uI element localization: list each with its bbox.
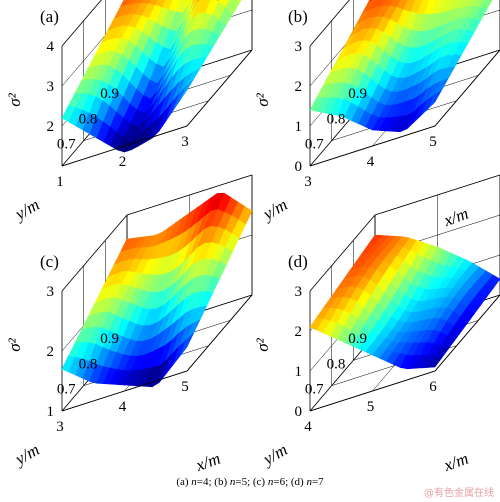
- surface-plot-figure: 2341230.70.80.9σ²x/my/m(a)01233450.70.80…: [5, 0, 500, 476]
- x-tick-label: 4: [367, 154, 375, 170]
- y-tick-label: 0.8: [79, 356, 98, 372]
- caption-d: (d) n=7: [290, 476, 324, 488]
- x-tick-label: 4: [304, 419, 312, 435]
- z-tick-label: 1: [47, 404, 55, 420]
- z-tick-label: 0: [295, 159, 303, 175]
- panel-b: 0 1 2 3 3 4 5 0.70.80.9 σ² x/m y/m (b): [253, 0, 500, 230]
- caption-b: (b) n=5;: [214, 476, 253, 488]
- z-tick-label: 2: [47, 344, 55, 360]
- x-tick-label: 5: [429, 134, 437, 150]
- surface-patch: [427, 90, 442, 109]
- y-tick-label: 0.9: [100, 331, 119, 347]
- y-tick-label: 0.7: [305, 137, 324, 153]
- z-tick-label: 3: [47, 284, 55, 300]
- box-edge: [61, 125, 188, 167]
- panel-label: (b): [288, 7, 308, 26]
- surface: [61, 0, 242, 153]
- z-tick-label: 3: [47, 79, 55, 95]
- z-tick-label: 1: [295, 119, 303, 135]
- z-tick-label: 2: [47, 119, 55, 135]
- surface: [309, 0, 493, 133]
- z-axis-label: σ²: [253, 337, 272, 351]
- x-tick-label: 3: [304, 174, 312, 190]
- box-edge: [309, 370, 436, 412]
- z-tick-label: 3: [295, 39, 303, 55]
- y-tick-label: 0.9: [100, 86, 119, 102]
- x-tick-label: 2: [119, 154, 127, 170]
- y-axis-label: y/m: [258, 440, 290, 470]
- y-tick-label: 0.8: [327, 356, 346, 372]
- z-tick-label: 2: [295, 324, 303, 340]
- x-axis-label: x/m: [440, 204, 471, 231]
- z-axis-label: σ²: [5, 337, 24, 351]
- box-edge: [186, 294, 253, 372]
- caption-a: (a) n=4;: [176, 476, 215, 488]
- x-tick-label: 6: [429, 379, 437, 395]
- surface-patch: [427, 356, 443, 368]
- y-axis-label: y/m: [10, 195, 42, 225]
- z-tick-label: 2: [295, 79, 303, 95]
- box-edge: [434, 49, 500, 127]
- y-tick-label: 0.7: [57, 382, 76, 398]
- z-axis-label: σ²: [253, 92, 272, 106]
- panel-d: 0 1 2 3 4 5 6 0.70.80.9 σ² x/m y/m (d): [253, 174, 500, 476]
- x-tick-label: 5: [181, 379, 189, 395]
- z-tick-label: 3: [295, 284, 303, 300]
- x-tick-label: 1: [56, 174, 64, 190]
- x-tick-label: 4: [119, 399, 127, 415]
- panel-label: (c): [40, 252, 59, 271]
- x-tick-label: 3: [56, 419, 64, 435]
- y-tick-label: 0.7: [57, 137, 76, 153]
- x-tick-label: 5: [367, 399, 375, 415]
- y-tick-label: 0.8: [79, 111, 98, 127]
- surface-patch: [197, 0, 201, 4]
- panel-label: (d): [288, 252, 308, 271]
- z-tick-label: 0: [295, 404, 303, 420]
- y-axis-label: y/m: [10, 440, 42, 470]
- z-tick-label: 1: [295, 364, 303, 380]
- z-tick-label: 4: [47, 39, 55, 55]
- panel-c: 1 2 3 3 4 5 0.70.80.9 σ² x/m y/m (c): [5, 174, 253, 476]
- box-edge: [61, 370, 188, 412]
- x-axis-label: x/m: [440, 449, 471, 476]
- surface: [309, 234, 500, 370]
- z-axis-label: σ²: [5, 92, 24, 106]
- y-tick-label: 0.9: [348, 86, 367, 102]
- box-edge: [309, 125, 436, 167]
- surface-patch: [179, 78, 194, 101]
- surface-patch: [179, 333, 194, 357]
- figure-caption: (a) n=4; (b) n=5; (c) n=6; (d) n=7: [0, 476, 500, 488]
- surface: [61, 192, 253, 388]
- caption-c: (c) n=6;: [252, 476, 291, 488]
- watermark: @有色金属在线: [424, 488, 494, 499]
- x-axis-label: x/m: [192, 449, 223, 476]
- panel-label: (a): [40, 7, 59, 26]
- y-tick-label: 0.7: [305, 382, 324, 398]
- x-tick-label: 3: [181, 134, 189, 150]
- box-edge: [434, 294, 500, 372]
- y-tick-label: 0.8: [327, 111, 346, 127]
- y-axis-label: y/m: [258, 195, 290, 225]
- y-tick-label: 0.9: [348, 331, 367, 347]
- box-edge: [186, 49, 253, 127]
